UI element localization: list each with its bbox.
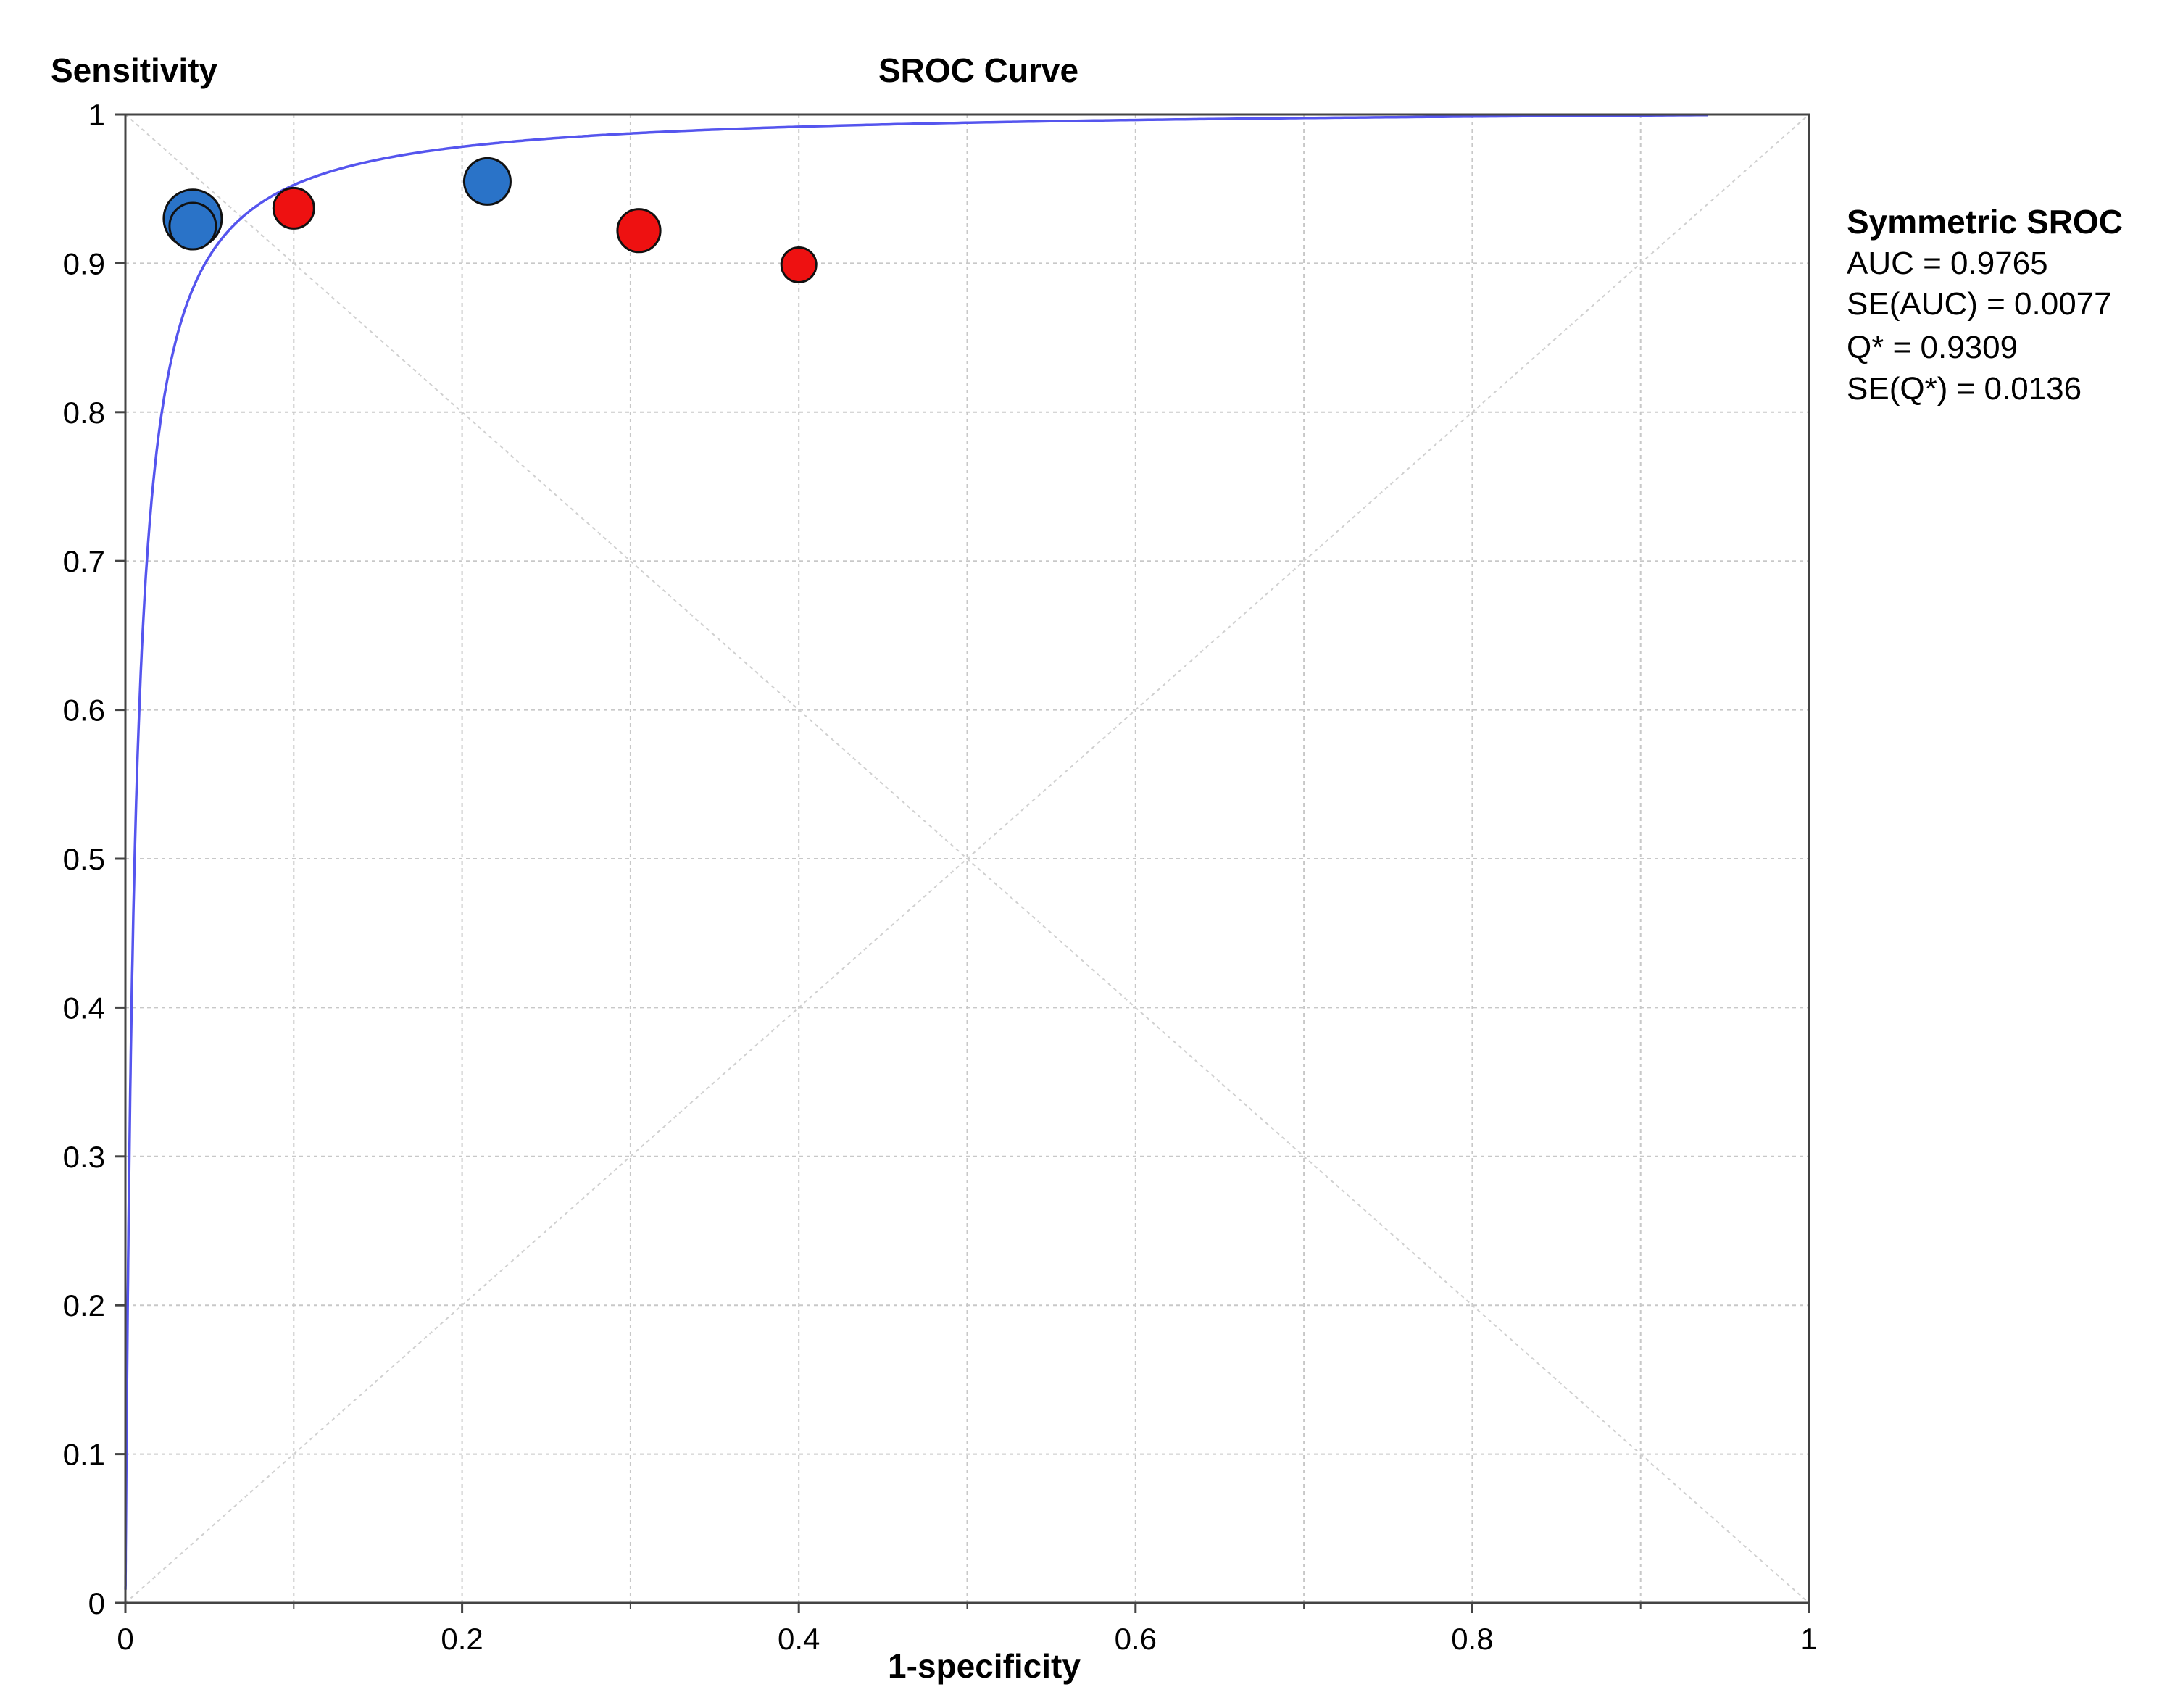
legend-auc: AUC = 0.9765 (1847, 246, 2048, 281)
x-tick-label: 0.8 (1451, 1622, 1493, 1656)
legend-q-star: Q* = 0.9309 (1847, 330, 2018, 365)
y-tick-label: 0.6 (63, 693, 105, 728)
legend-se-auc: SE(AUC) = 0.0077 (1847, 286, 2112, 322)
study-point-red (272, 186, 315, 230)
point-layer (162, 157, 818, 283)
y-tick-label: 0.1 (63, 1438, 105, 1472)
y-tick-label: 0.5 (63, 842, 105, 876)
y-axis-label: Sensitivity (51, 51, 218, 89)
sroc-curve (124, 113, 1708, 1590)
x-tick-label: 0 (117, 1622, 133, 1656)
legend-se-q-star: SE(Q*) = 0.0136 (1847, 371, 2082, 407)
legend: Symmetric SROC AUC = 0.9765 SE(AUC) = 0.… (1847, 203, 2123, 407)
x-axis-label: 1-specificity (888, 1647, 1081, 1685)
y-tick-label: 0.4 (63, 991, 105, 1025)
study-point-blue (168, 201, 217, 251)
y-tick-label: 0.7 (63, 544, 105, 578)
y-tick-label: 0.9 (63, 246, 105, 280)
grid-layer (125, 114, 1810, 1604)
x-tick-label: 0.2 (441, 1622, 483, 1656)
x-tick-label: 0.4 (778, 1622, 820, 1656)
anti-diagonal-line (125, 114, 1810, 1604)
axis-layer: 0 0.2 0.4 0.6 0.8 1 0 0.1 0.2 0.3 0.4 0.5 0.6 0.7 0.8 0… (63, 98, 1818, 1656)
y-tick-label: 0.8 (63, 396, 105, 430)
legend-title: Symmetric SROC (1847, 203, 2123, 241)
y-tick-label: 0 (88, 1586, 105, 1620)
study-point-blue (462, 157, 512, 206)
x-tick-label: 0.6 (1115, 1622, 1157, 1656)
curve-layer (124, 113, 1708, 1590)
y-tick-label: 0.2 (63, 1288, 105, 1322)
study-point-red (780, 246, 818, 283)
study-point-red (616, 208, 662, 254)
chart-title: SROC Curve (878, 51, 1078, 89)
y-tick-label: 0.3 (63, 1140, 105, 1174)
y-tick-label: 1 (88, 98, 105, 132)
x-tick-label: 1 (1800, 1622, 1817, 1656)
